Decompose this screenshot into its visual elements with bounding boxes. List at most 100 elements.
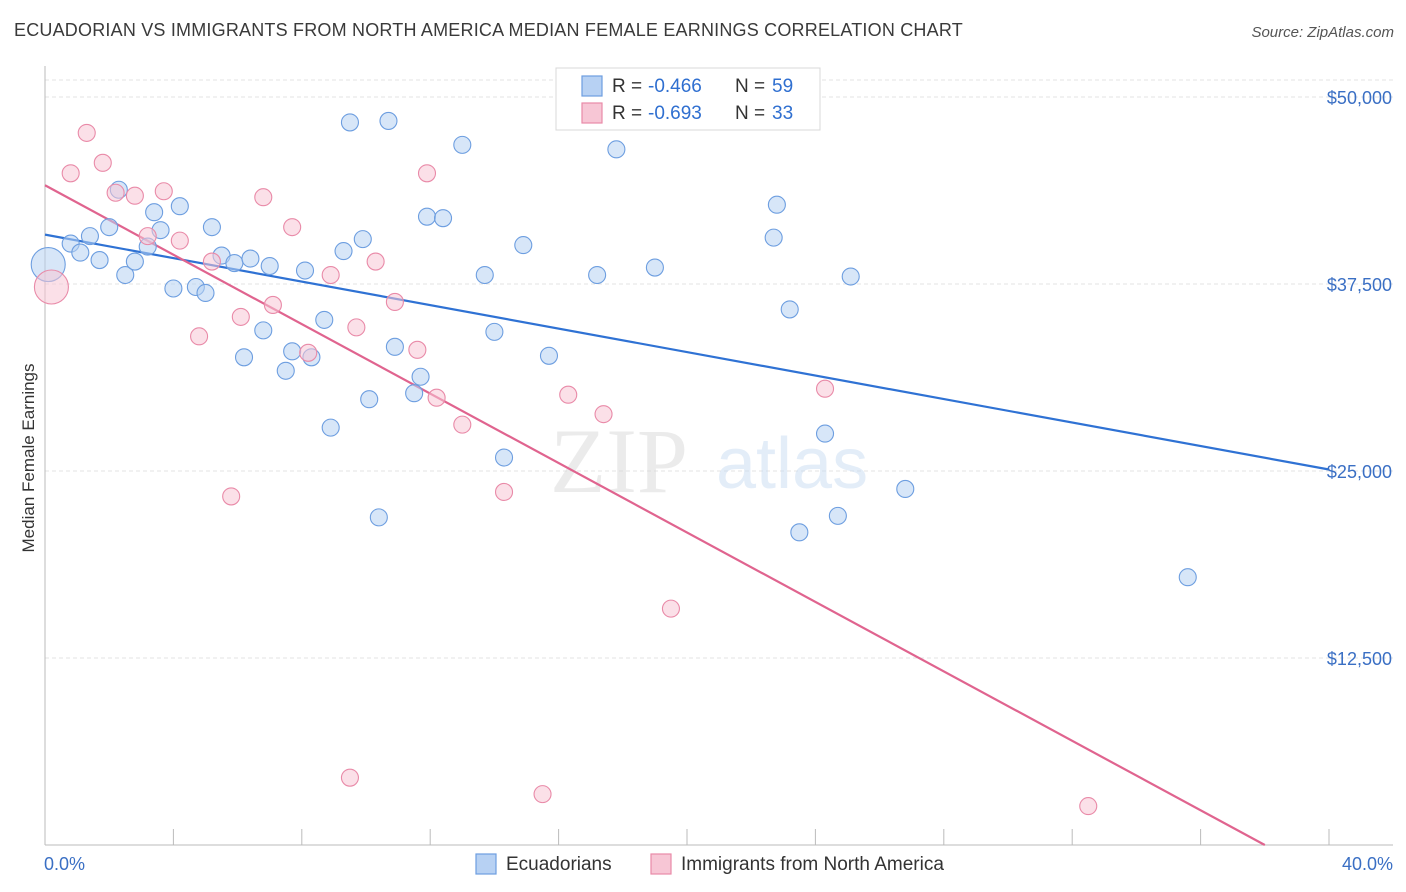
data-point xyxy=(125,186,144,205)
data-point xyxy=(61,164,80,183)
data-point xyxy=(190,327,209,346)
data-point xyxy=(764,228,783,247)
data-point xyxy=(767,195,786,214)
legend-swatch-blue xyxy=(581,75,603,97)
data-point xyxy=(494,448,514,467)
legend-label-immigrants: Immigrants from North America xyxy=(681,854,944,875)
series-immigrants-north-america xyxy=(33,123,1098,816)
data-point xyxy=(588,265,607,285)
data-point xyxy=(202,218,221,237)
data-point xyxy=(33,269,69,305)
data-point xyxy=(360,390,379,409)
data-point xyxy=(145,203,164,222)
data-point xyxy=(116,265,135,285)
data-point xyxy=(222,487,241,506)
legend-n-value-pink: 33 xyxy=(772,103,793,124)
data-point xyxy=(196,283,215,303)
data-point xyxy=(231,307,250,326)
data-point xyxy=(405,384,424,403)
legend-label-ecuadorians: Ecuadorians xyxy=(506,854,612,875)
data-point xyxy=(138,227,157,246)
data-point xyxy=(100,218,119,237)
y-tick-label: $25,000 xyxy=(1327,462,1392,482)
data-point xyxy=(254,188,273,207)
data-point xyxy=(453,415,472,434)
data-point xyxy=(607,140,626,159)
data-point xyxy=(353,230,372,249)
data-point xyxy=(385,292,404,312)
data-point xyxy=(347,318,366,337)
x-tick-label-min: 0.0% xyxy=(44,854,85,874)
legend-r-value-blue: -0.466 xyxy=(648,76,702,97)
data-point xyxy=(408,340,427,359)
source-credit: Source: ZipAtlas.com xyxy=(1251,24,1394,41)
data-point xyxy=(790,523,809,542)
data-point xyxy=(299,343,318,362)
stats-legend: R = -0.466 N = 59 R = -0.693 N = 33 xyxy=(555,67,821,131)
data-point xyxy=(645,258,664,277)
data-point xyxy=(533,785,552,804)
data-point xyxy=(1178,568,1197,587)
legend-r-label-pink: R = xyxy=(612,103,642,124)
data-point xyxy=(254,321,273,340)
data-point xyxy=(841,267,860,286)
data-point xyxy=(340,113,360,132)
data-point xyxy=(263,295,282,314)
data-point xyxy=(494,482,514,501)
y-axis-title: Median Female Earnings xyxy=(19,364,38,553)
data-point xyxy=(385,337,404,356)
data-point xyxy=(661,599,681,618)
y-tick-label: $12,500 xyxy=(1327,649,1392,669)
data-point xyxy=(295,261,315,280)
data-point xyxy=(417,207,437,226)
data-point xyxy=(283,342,302,361)
data-point xyxy=(453,135,472,154)
data-point xyxy=(241,249,260,268)
data-point xyxy=(80,227,99,246)
data-point xyxy=(106,183,125,202)
data-point xyxy=(125,252,144,271)
data-point xyxy=(427,388,446,407)
data-point xyxy=(780,300,799,319)
legend-n-label-pink: N = xyxy=(735,103,765,124)
data-point xyxy=(234,348,254,367)
data-point xyxy=(1079,797,1098,816)
data-point xyxy=(154,182,173,201)
data-point xyxy=(815,424,835,443)
data-point xyxy=(559,385,578,404)
y-tick-label: $50,000 xyxy=(1327,88,1392,108)
data-point xyxy=(164,279,183,298)
watermark-atlas: atlas xyxy=(716,424,868,504)
data-point xyxy=(475,265,494,285)
data-point xyxy=(170,231,189,250)
legend-swatch-immigrants xyxy=(650,853,672,875)
data-point xyxy=(539,346,559,365)
data-point xyxy=(417,164,437,183)
data-point xyxy=(815,379,835,398)
data-point xyxy=(594,405,613,424)
x-tick-label-max: 40.0% xyxy=(1342,854,1393,874)
legend-r-value-pink: -0.693 xyxy=(648,103,702,124)
y-tick-label: $37,500 xyxy=(1327,275,1392,295)
trend-line-immigrants xyxy=(44,184,1266,846)
legend-r-label-blue: R = xyxy=(612,76,642,97)
data-point xyxy=(170,197,189,216)
data-point xyxy=(225,254,244,273)
data-point xyxy=(90,251,109,270)
data-point xyxy=(369,508,388,527)
data-point xyxy=(433,209,453,228)
data-point xyxy=(896,479,915,499)
data-point xyxy=(411,367,430,386)
axes xyxy=(44,66,1393,846)
data-point xyxy=(321,418,340,437)
legend-swatch-ecuadorians xyxy=(475,853,497,875)
data-point xyxy=(340,768,360,787)
data-point xyxy=(514,236,533,255)
data-point xyxy=(202,252,221,271)
chart-title: ECUADORIAN VS IMMIGRANTS FROM NORTH AMER… xyxy=(14,20,963,40)
trend-line-ecuadorians xyxy=(44,233,1330,471)
legend-n-value-blue: 59 xyxy=(772,76,793,97)
data-point xyxy=(71,243,90,262)
data-point xyxy=(366,252,385,271)
